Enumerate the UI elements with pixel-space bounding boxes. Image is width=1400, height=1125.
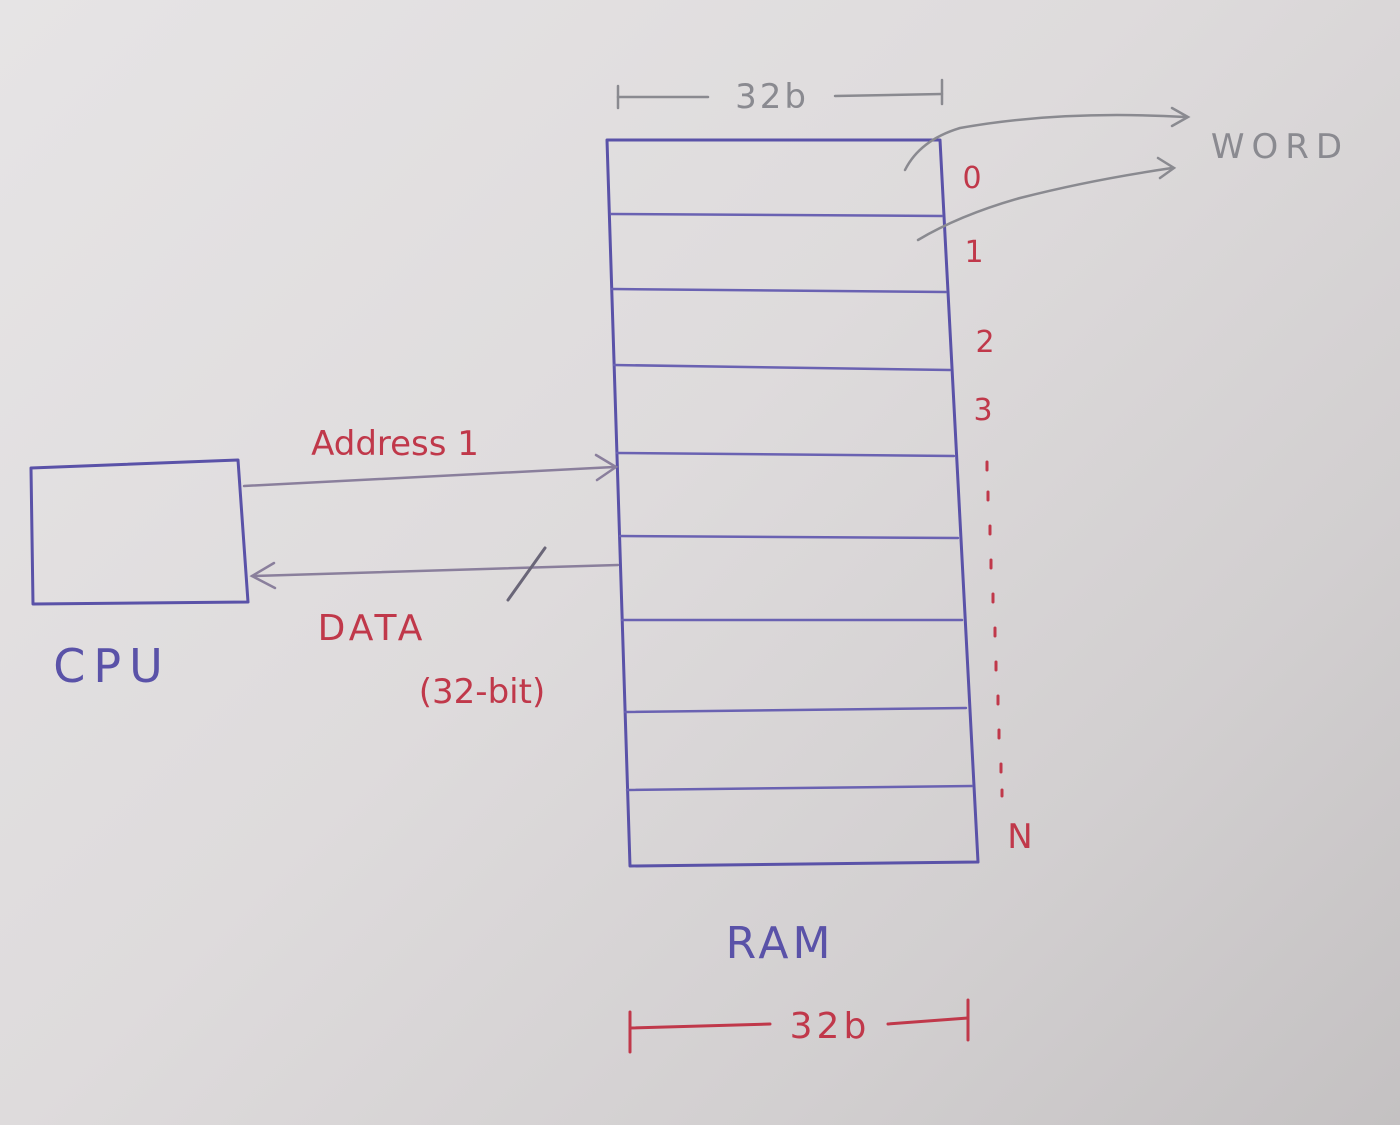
- ram-top-width-dimension: [616, 78, 944, 110]
- data-bus-sublabel: (32-bit): [419, 672, 545, 712]
- data-bus-arrow: [249, 546, 620, 602]
- ram-address-0: 0: [962, 161, 981, 196]
- ram-address-continuation-dots: [985, 460, 1004, 798]
- ram-address-3: 3: [973, 393, 992, 428]
- ram-bottom-width-dimension: [628, 998, 970, 1054]
- ram-address-2: 2: [975, 325, 994, 360]
- address-bus-arrow: [242, 453, 619, 488]
- ram-word-rows: [609, 212, 974, 792]
- ram-label: RAM: [726, 918, 835, 969]
- ram-address-1: 1: [964, 235, 983, 270]
- ram-address-last: N: [1007, 817, 1032, 857]
- data-bus-label: DATA: [318, 608, 427, 649]
- cpu-label: CPU: [53, 639, 171, 693]
- ram-block: [605, 138, 980, 868]
- ram-top-width-label: 32b: [735, 77, 809, 117]
- word-pointer-arrows: [903, 106, 1191, 242]
- word-label: WORD: [1211, 127, 1349, 167]
- ram-bottom-width-label: 32b: [790, 1006, 871, 1047]
- address-bus-label: Address 1: [311, 424, 479, 464]
- cpu-block: [29, 458, 250, 606]
